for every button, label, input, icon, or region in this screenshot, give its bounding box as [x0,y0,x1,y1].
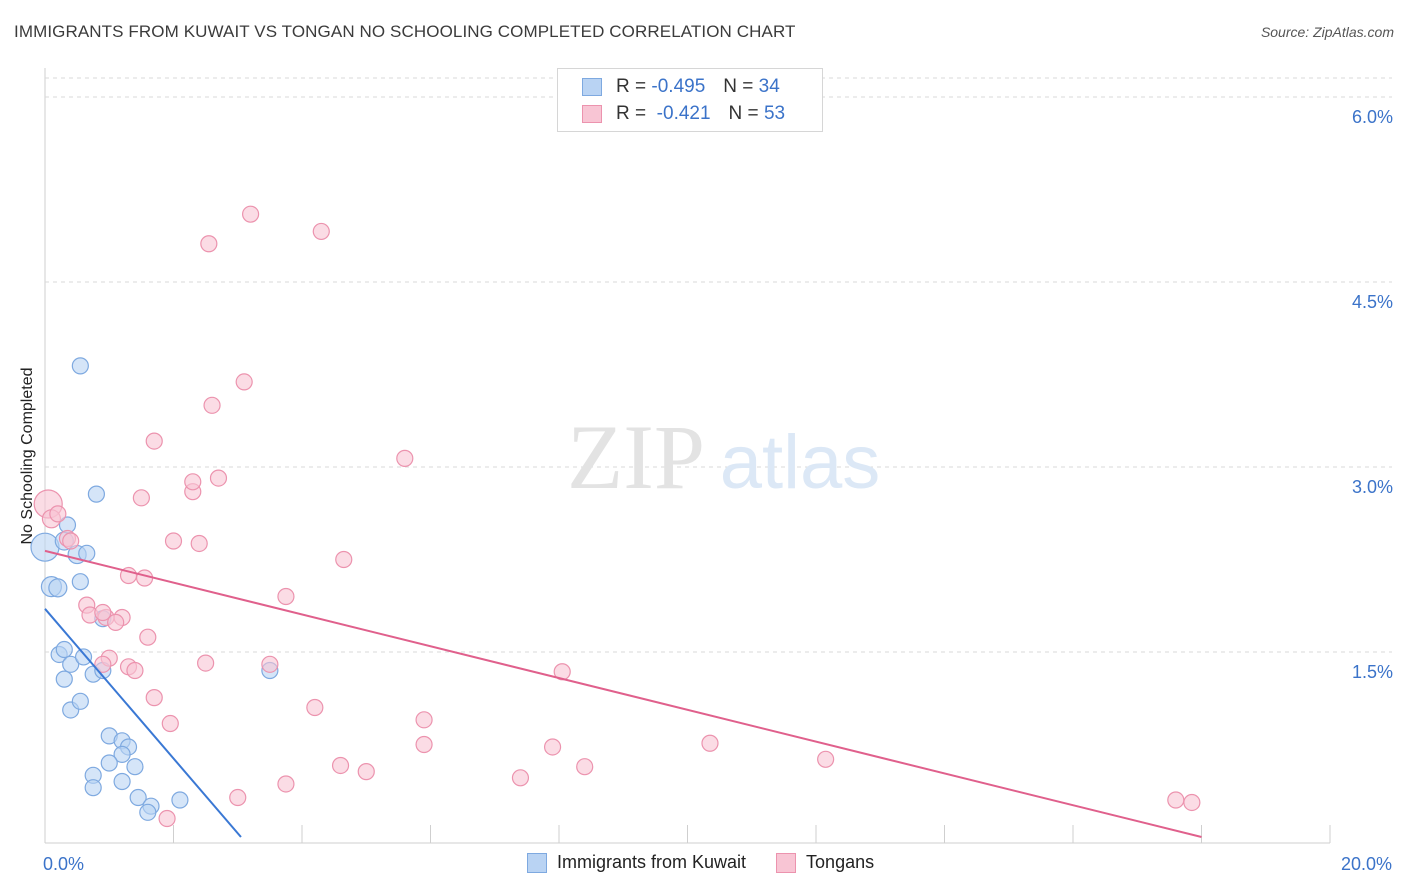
blue-swatch [582,78,602,96]
tongans-point [158,809,176,828]
tongans-point [126,661,144,680]
kuwait-point [71,573,89,591]
y-tick-label: 4.5% [1352,292,1393,312]
n-label: N = [723,76,754,97]
kuwait-point [129,788,147,807]
r-label: R = [616,76,647,97]
blue-swatch [527,852,547,873]
tongans-point [107,613,125,632]
tongans-point [415,711,433,729]
kuwait-trendline [44,608,242,838]
n-value: 53 [763,103,786,124]
tongans-point [139,628,157,646]
tongans-point [235,373,253,391]
tongans-point [161,714,179,733]
tongans-point [543,738,562,756]
chart-title: IMMIGRANTS FROM KUWAIT VS TONGAN NO SCHO… [14,22,796,41]
pink-swatch [582,105,602,123]
y-tick-label: 3.0% [1352,477,1393,497]
kuwait-point [62,655,80,673]
pink-swatch [776,852,797,873]
tongans-point [701,734,719,752]
kuwait-point [139,803,157,821]
kuwait-point [48,578,68,598]
tongans-point [200,235,218,253]
kuwait-point [87,485,106,503]
kuwait-point [84,779,102,797]
tongans-point [164,532,183,550]
stats-row-tongans: R = -0.421 N = 53 [582,102,785,126]
n-value: 34 [758,76,780,97]
tongans-point [203,396,221,414]
tongans-point [145,689,163,707]
tongans-point [135,569,154,587]
tongans-point [190,534,208,553]
tongans-point [817,750,835,768]
tongans-point [184,473,202,491]
tongans-point [306,698,324,717]
tongans-point [49,505,67,523]
r-value: -0.421 [656,103,711,124]
tongans-point [277,775,295,793]
tongans-point [209,469,228,487]
kuwait-point [55,640,73,659]
y-tick-label: 6.0% [1352,107,1393,127]
n-label: N = [728,103,759,124]
x-tick-label: 0.0% [43,854,84,874]
series-legend: Immigrants from Kuwait Tongans [527,852,904,873]
r-label: R = [616,103,647,124]
tongans-point [312,222,330,241]
tick-layer: 1.5% 3.0% 4.5% 6.0% 0.0% 20.0% [43,107,1393,874]
legend-item-kuwait: Immigrants from Kuwait [527,852,746,873]
tongans-point [335,550,353,569]
legend-item-tongans: Tongans [776,852,874,873]
tongans-point [94,603,112,622]
kuwait-point [55,670,73,688]
tongans-point [62,532,80,550]
r-value: -0.495 [651,76,706,97]
tongans-point [331,756,350,775]
tongans-point [242,205,260,223]
kuwait-point [100,754,118,772]
source-credit: Source: ZipAtlas.com [1260,24,1394,40]
tongans-point [415,735,433,754]
tongans-point [94,655,112,673]
tongans-point [197,654,215,672]
grid-layer [44,68,1392,844]
watermark-atlas: atlas [720,420,881,505]
watermark: ZIP atlas [567,406,880,508]
tongans-point [511,769,530,787]
legend-label-kuwait: Immigrants from Kuwait [557,852,747,872]
watermark-zip: ZIP [567,406,705,508]
tongans-trendline [44,549,1202,838]
tongans-point [576,758,594,776]
legend-label-tongans: Tongans [806,852,875,872]
kuwait-point [30,532,60,562]
x-tick-label: 20.0% [1341,854,1392,874]
tongans-point [1167,791,1185,809]
tongans-point [1183,793,1201,812]
tongans-point [396,449,414,467]
tongans-point [132,489,150,507]
stats-row-kuwait: R = -0.495 N = 34 [582,75,780,99]
points-layer [30,205,1201,828]
tongans-point [357,763,375,781]
kuwait-point [113,745,131,763]
stats-legend: R = -0.495 N = 34 R = -0.421 N = 53 [557,68,823,132]
kuwait-point [171,791,189,809]
kuwait-point [71,357,89,375]
tongans-point [277,587,295,606]
kuwait-point [126,758,144,776]
kuwait-point [71,692,89,710]
trend-layer [44,549,1202,838]
tongans-point [229,788,247,807]
tongans-point [261,655,279,673]
tongans-point [145,432,163,450]
kuwait-point [74,648,93,666]
y-tick-label: 1.5% [1352,662,1393,682]
kuwait-point [113,772,131,791]
